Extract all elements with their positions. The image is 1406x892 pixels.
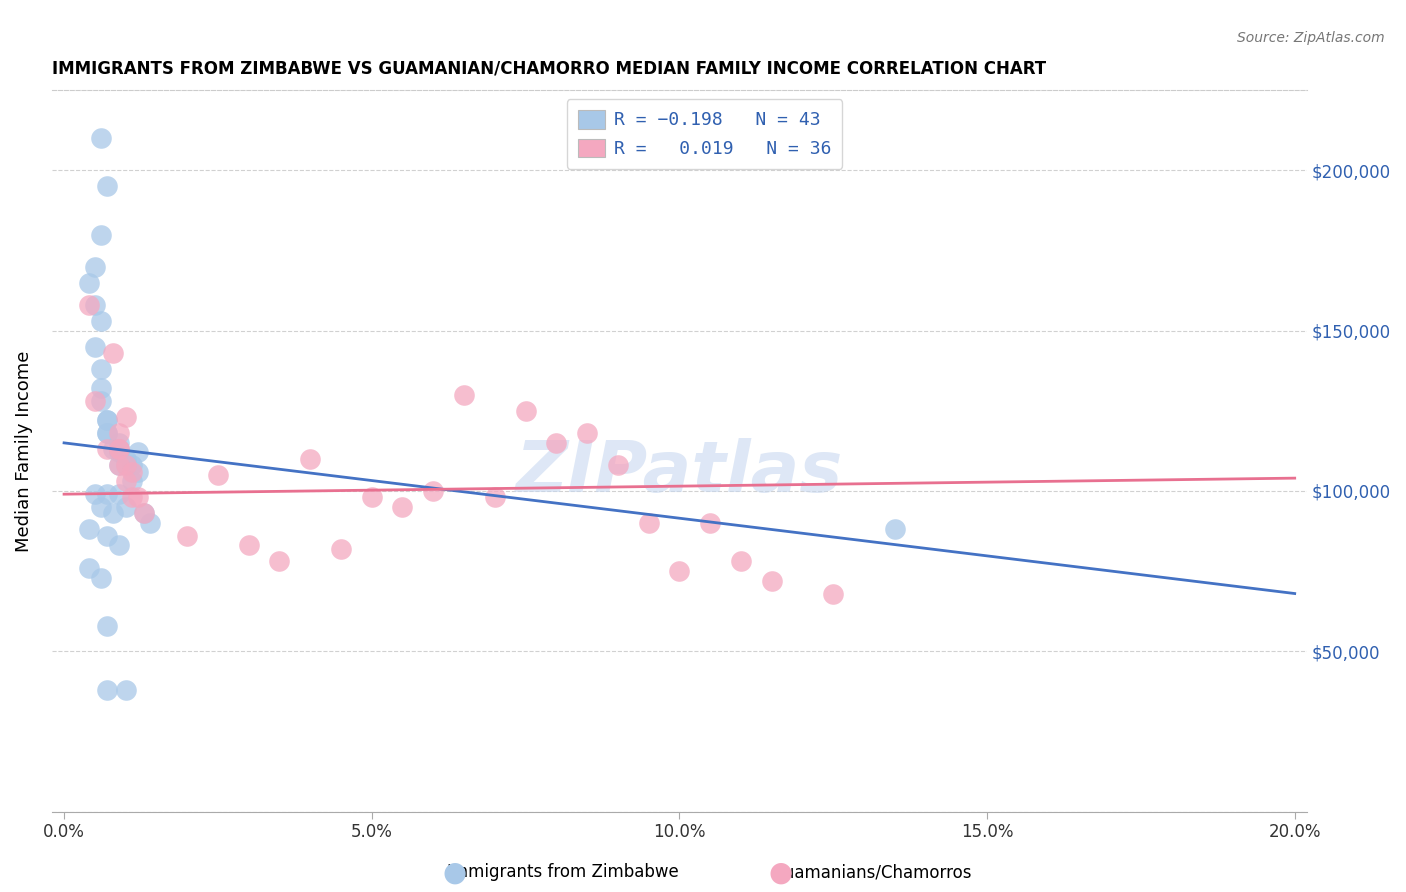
Point bbox=[83, 260, 105, 274]
Point bbox=[114, 475, 136, 489]
Point bbox=[96, 413, 118, 427]
Point bbox=[121, 491, 143, 505]
Point bbox=[90, 570, 112, 584]
Point bbox=[114, 458, 136, 473]
Point bbox=[606, 458, 628, 473]
Point bbox=[96, 487, 118, 501]
Point bbox=[77, 561, 100, 575]
Point bbox=[484, 491, 506, 505]
Point bbox=[114, 682, 136, 697]
Point bbox=[238, 538, 260, 552]
Point bbox=[96, 682, 118, 697]
Point bbox=[515, 404, 537, 418]
Point bbox=[108, 445, 131, 459]
Point bbox=[883, 523, 905, 537]
Point bbox=[121, 465, 143, 479]
Point bbox=[83, 340, 105, 354]
Point bbox=[90, 500, 112, 514]
Point bbox=[127, 491, 149, 505]
Point bbox=[114, 458, 136, 473]
Point bbox=[103, 507, 125, 521]
Point bbox=[96, 426, 118, 441]
Legend: R = −0.198   N = 43, R =   0.019   N = 36: R = −0.198 N = 43, R = 0.019 N = 36 bbox=[567, 99, 842, 169]
Point bbox=[114, 410, 136, 425]
Point bbox=[121, 475, 143, 489]
Point bbox=[761, 574, 783, 588]
Point bbox=[108, 426, 131, 441]
Point bbox=[108, 538, 131, 552]
Point bbox=[90, 227, 112, 242]
Point bbox=[207, 467, 229, 482]
Point bbox=[103, 442, 125, 457]
Point bbox=[77, 276, 100, 290]
Point bbox=[329, 541, 352, 556]
Text: Guamanians/Chamorros: Guamanians/Chamorros bbox=[772, 863, 972, 881]
Point bbox=[108, 487, 131, 501]
Point bbox=[637, 516, 659, 530]
Text: ●: ● bbox=[768, 858, 793, 887]
Point bbox=[96, 618, 118, 632]
Point bbox=[114, 500, 136, 514]
Point bbox=[823, 586, 845, 600]
Point bbox=[96, 529, 118, 543]
Point bbox=[422, 483, 444, 498]
Point bbox=[96, 442, 118, 457]
Point bbox=[108, 458, 131, 473]
Point bbox=[83, 487, 105, 501]
Point bbox=[108, 442, 131, 457]
Point bbox=[269, 554, 291, 568]
Text: ZIPatlas: ZIPatlas bbox=[516, 438, 844, 507]
Point bbox=[453, 388, 475, 402]
Text: Source: ZipAtlas.com: Source: ZipAtlas.com bbox=[1237, 31, 1385, 45]
Point bbox=[90, 362, 112, 376]
Point bbox=[108, 442, 131, 457]
Point bbox=[127, 465, 149, 479]
Point bbox=[96, 426, 118, 441]
Point bbox=[96, 413, 118, 427]
Point bbox=[114, 451, 136, 466]
Point bbox=[108, 435, 131, 450]
Point bbox=[121, 458, 143, 473]
Point bbox=[108, 458, 131, 473]
Point bbox=[96, 179, 118, 194]
Point bbox=[546, 435, 568, 450]
Text: Immigrants from Zimbabwe: Immigrants from Zimbabwe bbox=[447, 863, 678, 881]
Point bbox=[90, 394, 112, 409]
Point bbox=[132, 507, 155, 521]
Point bbox=[83, 394, 105, 409]
Point bbox=[668, 564, 690, 578]
Point bbox=[139, 516, 162, 530]
Point bbox=[77, 523, 100, 537]
Point bbox=[576, 426, 599, 441]
Point bbox=[176, 529, 198, 543]
Point bbox=[730, 554, 752, 568]
Point bbox=[77, 298, 100, 312]
Point bbox=[132, 507, 155, 521]
Point bbox=[90, 381, 112, 395]
Y-axis label: Median Family Income: Median Family Income bbox=[15, 351, 32, 551]
Point bbox=[299, 451, 322, 466]
Point bbox=[90, 314, 112, 328]
Point bbox=[103, 346, 125, 360]
Point bbox=[391, 500, 413, 514]
Point bbox=[108, 442, 131, 457]
Text: IMMIGRANTS FROM ZIMBABWE VS GUAMANIAN/CHAMORRO MEDIAN FAMILY INCOME CORRELATION : IMMIGRANTS FROM ZIMBABWE VS GUAMANIAN/CH… bbox=[52, 60, 1046, 78]
Text: ●: ● bbox=[441, 858, 467, 887]
Point bbox=[90, 131, 112, 145]
Point bbox=[83, 298, 105, 312]
Point bbox=[127, 445, 149, 459]
Point bbox=[360, 491, 382, 505]
Point bbox=[699, 516, 721, 530]
